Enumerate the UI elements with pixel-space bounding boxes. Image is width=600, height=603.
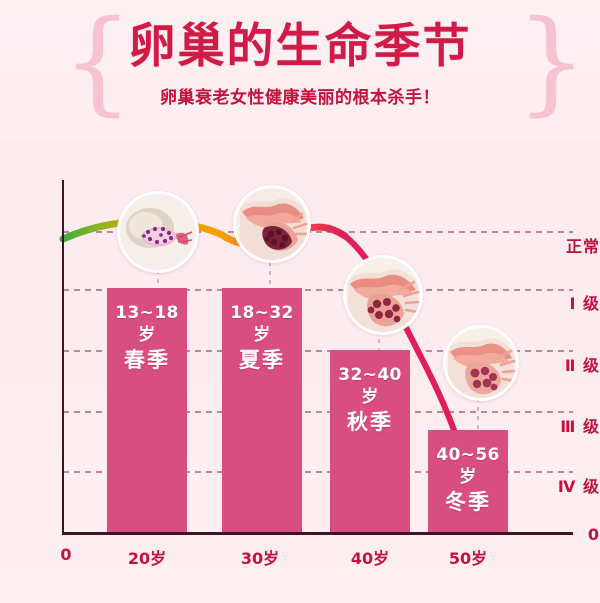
brace-right-decoration: } (516, 0, 588, 127)
page-title: 卵巢的生命季节 (128, 19, 472, 74)
bar-autumn-season: 秋季 (347, 410, 393, 434)
bar-winter-season: 冬季 (445, 490, 491, 514)
x-tick-40: 40岁 (350, 549, 390, 568)
page-subtitle: 卵巢衰老女性健康美丽的根本杀手！ (160, 88, 440, 108)
ovary-illustration-autumn (343, 255, 423, 335)
ovary-section-icon (346, 258, 420, 332)
bar-spring-age: 13~18岁 (115, 303, 179, 345)
gridlines (63, 231, 573, 473)
bar-autumn: 32~40岁 秋季 (330, 350, 410, 532)
y-tick-level-4: Ⅳ 级 (557, 477, 600, 496)
ovary-life-season-chart: 正常 Ⅰ 级 Ⅱ 级 Ⅲ 级 Ⅳ 级 0 13~18岁 春季 18~32岁 夏季… (0, 140, 600, 603)
bar-winter-age: 40~56岁 (436, 445, 500, 487)
bar-winter: 40~56岁 冬季 (428, 430, 508, 532)
bar-summer-season: 夏季 (239, 348, 285, 372)
y-tick-level-1: Ⅰ 级 (569, 294, 600, 313)
header-banner: { } 卵巢的生命季节 卵巢衰老女性健康美丽的根本杀手！ (0, 0, 600, 140)
x-axis-line (62, 532, 573, 535)
bar-summer: 18~32岁 夏季 (222, 288, 302, 532)
x-tick-30: 30岁 (240, 549, 280, 568)
y-tick-zero: 0 (587, 525, 600, 544)
ovary-illustration-summer (233, 185, 311, 263)
ovary-section-icon (446, 328, 516, 398)
bar-spring: 13~18岁 春季 (107, 288, 187, 532)
ovary-illustration-spring (117, 191, 199, 273)
x-tick-0: 0 (60, 545, 72, 564)
bar-summer-age: 18~32岁 (230, 303, 294, 345)
y-tick-normal: 正常 (565, 237, 600, 256)
ovary-follicle-icon (120, 194, 196, 270)
ovary-illustration-winter (443, 325, 519, 401)
y-axis-line (62, 180, 64, 534)
bar-spring-season: 春季 (124, 348, 170, 372)
x-tick-50: 50岁 (448, 549, 488, 568)
x-tick-20: 20岁 (127, 549, 167, 568)
bar-autumn-age: 32~40岁 (338, 365, 402, 407)
y-tick-level-3: Ⅲ 级 (560, 417, 600, 436)
y-tick-level-2: Ⅱ 级 (564, 356, 600, 375)
brace-left-decoration: { (62, 0, 134, 127)
ovary-section-icon (236, 188, 308, 260)
